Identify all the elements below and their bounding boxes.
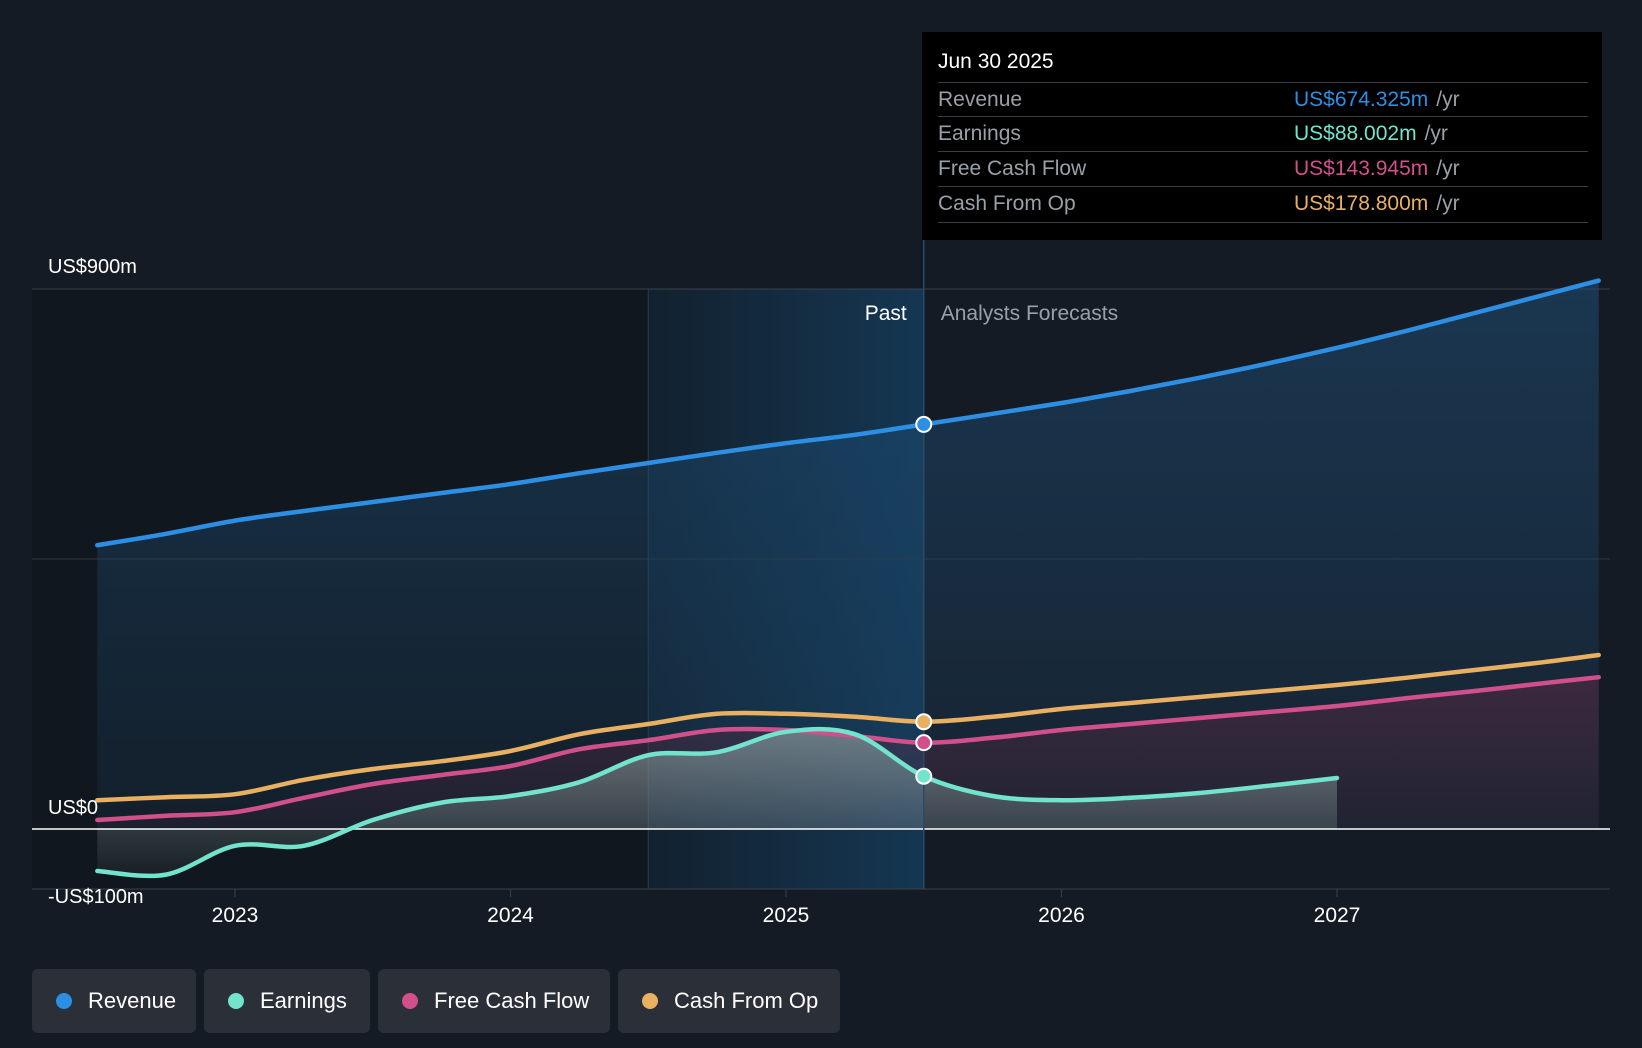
- tooltip-value: US$178.800m: [1294, 192, 1429, 215]
- tooltip-label: Free Cash Flow: [938, 157, 1087, 180]
- x-tick-label: 2023: [212, 904, 259, 927]
- legend-item-revenue[interactable]: Revenue: [32, 969, 196, 1033]
- data-point-revenue: [915, 415, 933, 433]
- legend-label: Earnings: [260, 988, 347, 1013]
- tooltip-value: US$143.945m: [1294, 157, 1429, 180]
- series-line-earnings: [95, 726, 1340, 879]
- tooltip-label: Cash From Op: [938, 192, 1076, 215]
- x-tick-label: 2026: [1038, 904, 1085, 927]
- past-label: Past: [865, 302, 907, 325]
- tooltip-unit: /yr: [1424, 122, 1448, 145]
- legend-dot-icon: [642, 993, 658, 1009]
- tooltip-value-line: US$178.800m/yr: [1294, 187, 1460, 220]
- tooltip-value-line: US$88.002m/yr: [1294, 117, 1448, 150]
- tooltip-label: Revenue: [938, 88, 1023, 111]
- legend-dot-icon: [402, 993, 418, 1009]
- legend-item-free-cash-flow[interactable]: Free Cash Flow: [378, 969, 610, 1033]
- tooltip: Jun 30 2025 Revenue US$674.325m/yr Earni…: [922, 32, 1602, 240]
- legend-item-cash-from-op[interactable]: Cash From Op: [618, 969, 840, 1033]
- tooltip-value: US$88.002m: [1294, 122, 1417, 145]
- y-axis-label: -US$100m: [48, 886, 144, 908]
- area-earnings: [97, 729, 1337, 876]
- legend-item-earnings[interactable]: Earnings: [204, 969, 370, 1033]
- tooltip-unit: /yr: [1436, 88, 1460, 111]
- legend-label: Cash From Op: [674, 988, 819, 1013]
- y-axis-label: US$900m: [48, 256, 137, 278]
- x-tick-label: 2025: [763, 904, 810, 927]
- tooltip-date: Jun 30 2025: [938, 50, 1054, 73]
- tooltip-row-cash-from-op: Cash From Op US$178.800m/yr: [938, 186, 1588, 222]
- legend-label: Free Cash Flow: [434, 988, 590, 1013]
- series-line-revenue: [95, 278, 1601, 548]
- legend-dot-icon: [228, 993, 244, 1009]
- tooltip-row-free-cash-flow: Free Cash Flow US$143.945m/yr: [938, 151, 1588, 187]
- legend-dot-icon: [56, 993, 72, 1009]
- tooltip-value-line: US$674.325m/yr: [1294, 83, 1460, 116]
- tooltip-value: US$674.325m: [1294, 88, 1429, 111]
- forecast-label: Analysts Forecasts: [941, 302, 1118, 325]
- legend-label: Revenue: [88, 988, 177, 1013]
- data-point-free-cash-flow: [915, 734, 933, 752]
- y-axis-label: US$0: [48, 797, 98, 819]
- series-line-cash-from-op: [95, 652, 1601, 803]
- tooltip-value-line: US$143.945m/yr: [1294, 152, 1460, 185]
- tooltip-row-earnings: Earnings US$88.002m/yr: [938, 116, 1588, 152]
- tooltip-unit: /yr: [1436, 157, 1460, 180]
- data-point-cash-from-op: [915, 713, 933, 731]
- tooltip-row-revenue: Revenue US$674.325m/yr: [938, 82, 1588, 118]
- data-point-earnings: [915, 767, 933, 785]
- tooltip-divider: [938, 222, 1588, 223]
- x-tick-label: 2027: [1314, 904, 1361, 927]
- tooltip-unit: /yr: [1436, 192, 1460, 215]
- tooltip-label: Earnings: [938, 122, 1021, 145]
- area-revenue: [97, 280, 1599, 830]
- x-tick-label: 2024: [487, 904, 534, 927]
